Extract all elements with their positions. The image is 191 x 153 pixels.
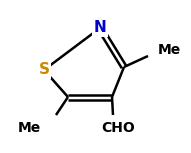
Text: S: S	[39, 62, 49, 78]
Text: N: N	[94, 21, 106, 35]
Text: CHO: CHO	[101, 121, 135, 135]
Text: Me: Me	[158, 43, 181, 57]
Text: Me: Me	[18, 121, 41, 135]
